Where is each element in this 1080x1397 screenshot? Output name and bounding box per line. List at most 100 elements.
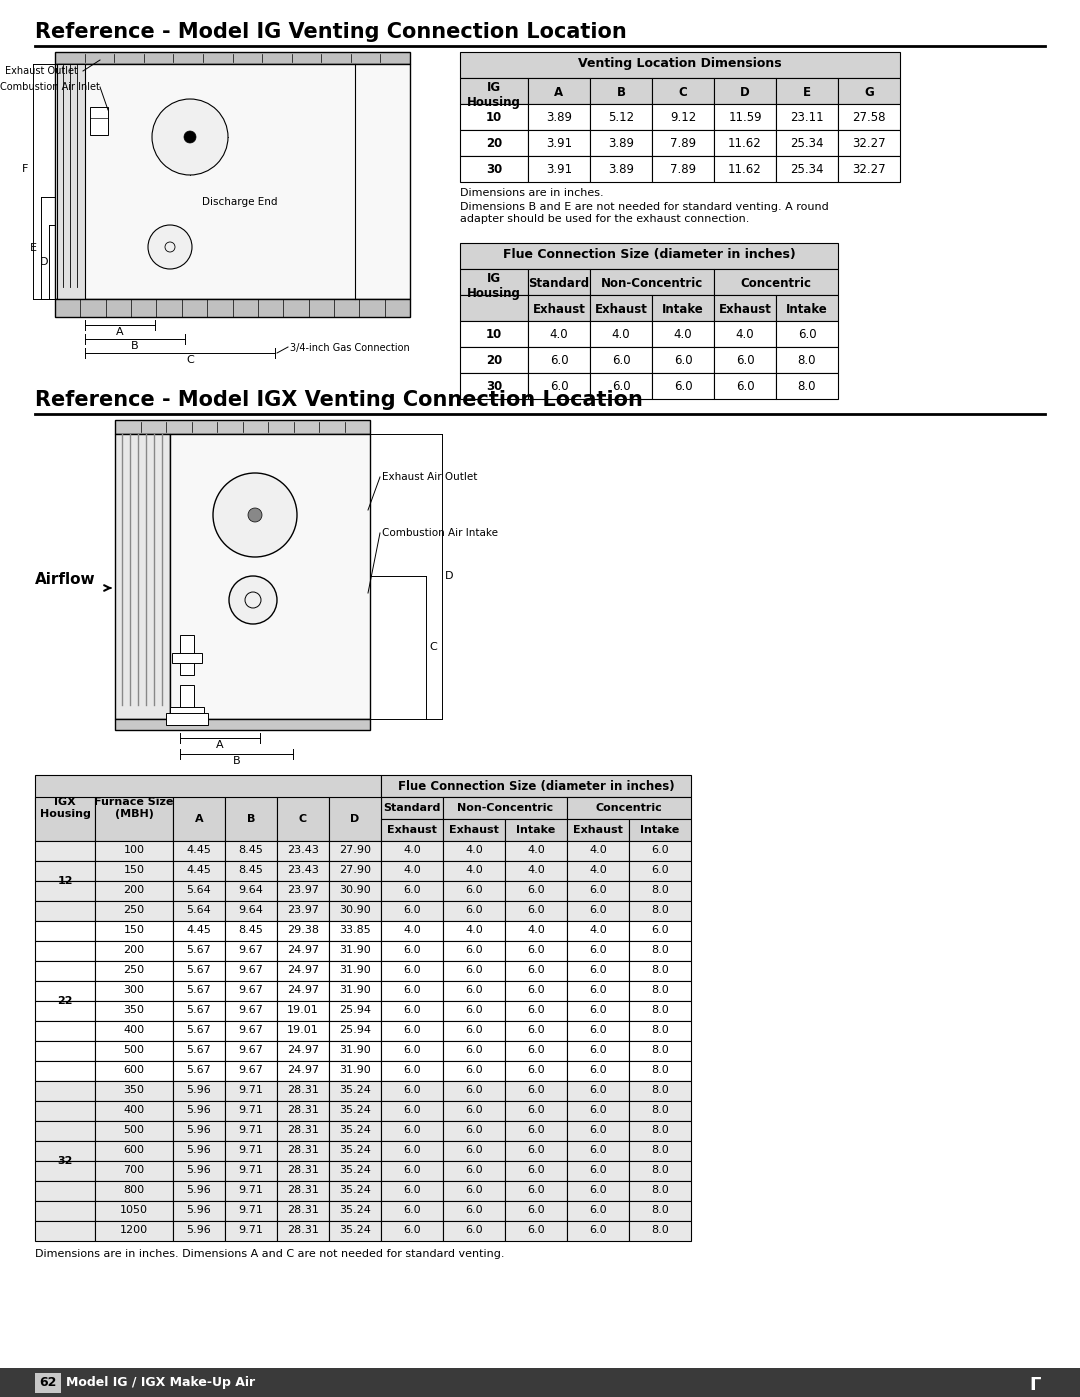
- Text: 4.0: 4.0: [403, 865, 421, 875]
- Bar: [381, 1180, 443, 1201]
- Bar: [381, 1120, 443, 1141]
- Text: 6.0: 6.0: [527, 1185, 544, 1194]
- Text: 27.90: 27.90: [339, 865, 372, 875]
- Text: 3.89: 3.89: [608, 163, 634, 176]
- Text: 200: 200: [123, 886, 145, 895]
- Text: 250: 250: [123, 905, 145, 915]
- Text: 5.67: 5.67: [187, 1045, 212, 1055]
- Text: 600: 600: [123, 1146, 145, 1155]
- Text: 23.97: 23.97: [287, 905, 319, 915]
- Bar: [173, 981, 225, 1002]
- Bar: [505, 1180, 567, 1201]
- Text: 31.90: 31.90: [339, 1065, 370, 1076]
- Bar: [443, 942, 505, 961]
- Text: 10: 10: [486, 110, 502, 124]
- Bar: [329, 1180, 381, 1201]
- Bar: [173, 942, 225, 961]
- Bar: [629, 981, 691, 1002]
- Bar: [460, 130, 528, 156]
- Text: 6.0: 6.0: [403, 1146, 421, 1155]
- Bar: [838, 156, 900, 182]
- Bar: [225, 1161, 276, 1180]
- Bar: [180, 685, 194, 715]
- Text: 9.71: 9.71: [239, 1165, 264, 1175]
- Bar: [567, 1002, 629, 1021]
- Bar: [505, 841, 567, 861]
- Bar: [276, 841, 329, 861]
- Text: 6.0: 6.0: [403, 1045, 421, 1055]
- Text: 25.94: 25.94: [339, 1025, 372, 1035]
- Bar: [95, 798, 173, 841]
- Bar: [329, 1081, 381, 1101]
- Bar: [225, 1060, 276, 1081]
- Text: 6.0: 6.0: [465, 1165, 483, 1175]
- Bar: [225, 981, 276, 1002]
- Bar: [95, 1060, 173, 1081]
- Text: Intake: Intake: [786, 303, 828, 316]
- Text: 27.58: 27.58: [852, 110, 886, 124]
- Text: D: D: [445, 571, 454, 581]
- Text: Combustion Air Intake: Combustion Air Intake: [382, 528, 498, 538]
- Bar: [276, 1041, 329, 1060]
- Bar: [95, 1041, 173, 1060]
- Bar: [443, 882, 505, 901]
- Text: 6.0: 6.0: [527, 1085, 544, 1095]
- Bar: [381, 1221, 443, 1241]
- Text: Model IG / IGX Make-Up Air: Model IG / IGX Make-Up Air: [66, 1376, 255, 1389]
- Bar: [329, 1101, 381, 1120]
- Text: 3.89: 3.89: [608, 137, 634, 149]
- Bar: [95, 901, 173, 921]
- Bar: [276, 1221, 329, 1241]
- Bar: [838, 130, 900, 156]
- Bar: [173, 961, 225, 981]
- Bar: [443, 1221, 505, 1241]
- Bar: [381, 1041, 443, 1060]
- Text: 6.0: 6.0: [590, 965, 607, 975]
- Bar: [629, 1161, 691, 1180]
- Text: 35.24: 35.24: [339, 1185, 370, 1194]
- Bar: [35, 882, 95, 901]
- Bar: [567, 1180, 629, 1201]
- Bar: [629, 921, 691, 942]
- Text: B: B: [247, 814, 255, 824]
- Text: 24.97: 24.97: [287, 1065, 319, 1076]
- Text: 30: 30: [486, 163, 502, 176]
- Text: 6.0: 6.0: [403, 1105, 421, 1115]
- Text: 29.38: 29.38: [287, 925, 319, 935]
- Bar: [590, 78, 652, 103]
- Text: Airflow: Airflow: [35, 573, 96, 588]
- Bar: [225, 841, 276, 861]
- Text: B: B: [131, 341, 139, 351]
- Text: 19.01: 19.01: [287, 1004, 319, 1016]
- Bar: [276, 981, 329, 1002]
- Text: 8.0: 8.0: [651, 1025, 669, 1035]
- Bar: [505, 961, 567, 981]
- Text: 6.0: 6.0: [465, 1225, 483, 1235]
- Bar: [276, 1021, 329, 1041]
- Text: 35.24: 35.24: [339, 1146, 370, 1155]
- Bar: [528, 130, 590, 156]
- Text: 6.0: 6.0: [590, 1045, 607, 1055]
- Bar: [225, 1141, 276, 1161]
- Bar: [505, 901, 567, 921]
- Bar: [381, 961, 443, 981]
- Text: F: F: [22, 165, 28, 175]
- Text: 10: 10: [486, 328, 502, 341]
- Text: 8.0: 8.0: [651, 1004, 669, 1016]
- Bar: [590, 321, 652, 346]
- Text: 8.0: 8.0: [798, 380, 816, 393]
- Bar: [567, 921, 629, 942]
- Text: 600: 600: [123, 1065, 145, 1076]
- Bar: [443, 901, 505, 921]
- Text: 28.31: 28.31: [287, 1125, 319, 1134]
- Text: 8.0: 8.0: [651, 1225, 669, 1235]
- Bar: [443, 961, 505, 981]
- Text: 9.71: 9.71: [239, 1105, 264, 1115]
- Bar: [95, 1221, 173, 1241]
- Text: 5.96: 5.96: [187, 1085, 212, 1095]
- Bar: [443, 1141, 505, 1161]
- Bar: [276, 1180, 329, 1201]
- Text: 6.0: 6.0: [527, 1105, 544, 1115]
- Bar: [443, 1060, 505, 1081]
- Bar: [276, 1120, 329, 1141]
